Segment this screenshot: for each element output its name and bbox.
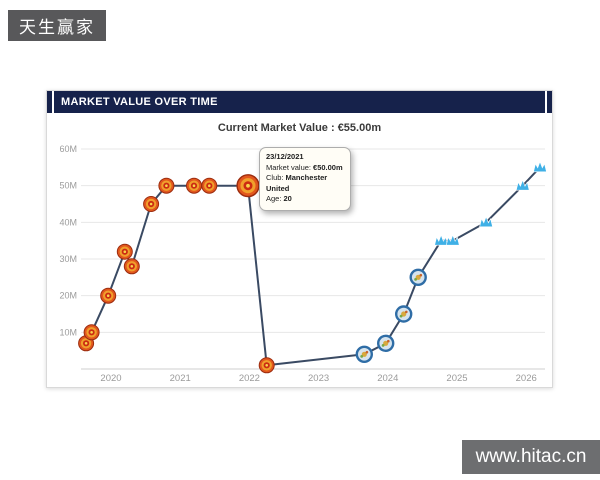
y-axis-label: 60M [59, 144, 77, 154]
data-point-manchester-united[interactable] [83, 324, 100, 341]
y-axis-label: 40M [59, 217, 77, 227]
data-point-blue-circle-badge[interactable] [355, 345, 373, 364]
data-point-manchester-united[interactable] [116, 243, 133, 260]
y-axis-label: 20M [59, 291, 77, 301]
current-market-value-subtitle: Current Market Value : €55.00m [217, 122, 382, 134]
data-point-light-blue-crest[interactable] [533, 160, 547, 173]
data-point-manchester-united[interactable] [143, 196, 160, 212]
data-point-manchester-united[interactable] [186, 177, 202, 194]
x-axis-label: 2023 [308, 373, 329, 384]
tooltip-age: Age: 20 [266, 194, 292, 203]
y-axis-label: 50M [59, 181, 77, 191]
x-axis-label: 2022 [239, 373, 260, 384]
data-point-light-blue-crest[interactable] [479, 215, 493, 228]
data-point-manchester-united[interactable] [158, 177, 175, 194]
data-point-manchester-united[interactable] [258, 357, 275, 374]
tooltip-club: Club: Manchester United [266, 173, 328, 193]
chart-svg: 60M 50M 40M 30M 20M 10M 2020 2021 2022 2023 2024 20… [59, 144, 547, 384]
x-axis-label: 2026 [516, 373, 537, 384]
x-axis-label: 2024 [377, 373, 398, 384]
data-point-manchester-united[interactable] [201, 177, 218, 194]
market-value-panel: MARKET VALUE OVER TIME Current Market Va… [46, 90, 553, 388]
watermark-top-left: 天生赢家 [8, 10, 106, 41]
y-axis-label: 30M [59, 254, 77, 264]
data-point-blue-circle-badge[interactable] [409, 268, 427, 287]
panel-title: MARKET VALUE OVER TIME [61, 96, 218, 108]
data-point-light-blue-crest[interactable] [515, 179, 530, 191]
data-point-blue-circle-badge[interactable] [395, 305, 413, 323]
data-point-manchester-united[interactable] [123, 258, 140, 275]
data-point-manchester-united-highlighted[interactable] [236, 174, 260, 198]
data-point-light-blue-crest[interactable] [445, 234, 460, 246]
x-axis-label: 2021 [170, 373, 191, 384]
value-tooltip: 23/12/2021 Market value: €50.00m Club: Man… [259, 147, 351, 211]
tooltip-market-value: Market value: €50.00m [266, 162, 343, 172]
header-left-cap [47, 91, 52, 113]
panel-header: MARKET VALUE OVER TIME [47, 91, 552, 113]
data-point-light-blue-crest[interactable] [434, 234, 448, 246]
x-axis-label: 2020 [100, 373, 121, 384]
y-axis-label: 10M [59, 327, 77, 337]
tooltip-date: 23/12/2021 [266, 152, 304, 161]
header-right-cap [547, 91, 552, 113]
x-axis-label: 2025 [446, 373, 467, 384]
data-point-blue-circle-badge[interactable] [377, 334, 395, 353]
watermark-bottom-right: www.hitac.cn [462, 440, 600, 474]
data-point-manchester-united[interactable] [100, 287, 117, 304]
